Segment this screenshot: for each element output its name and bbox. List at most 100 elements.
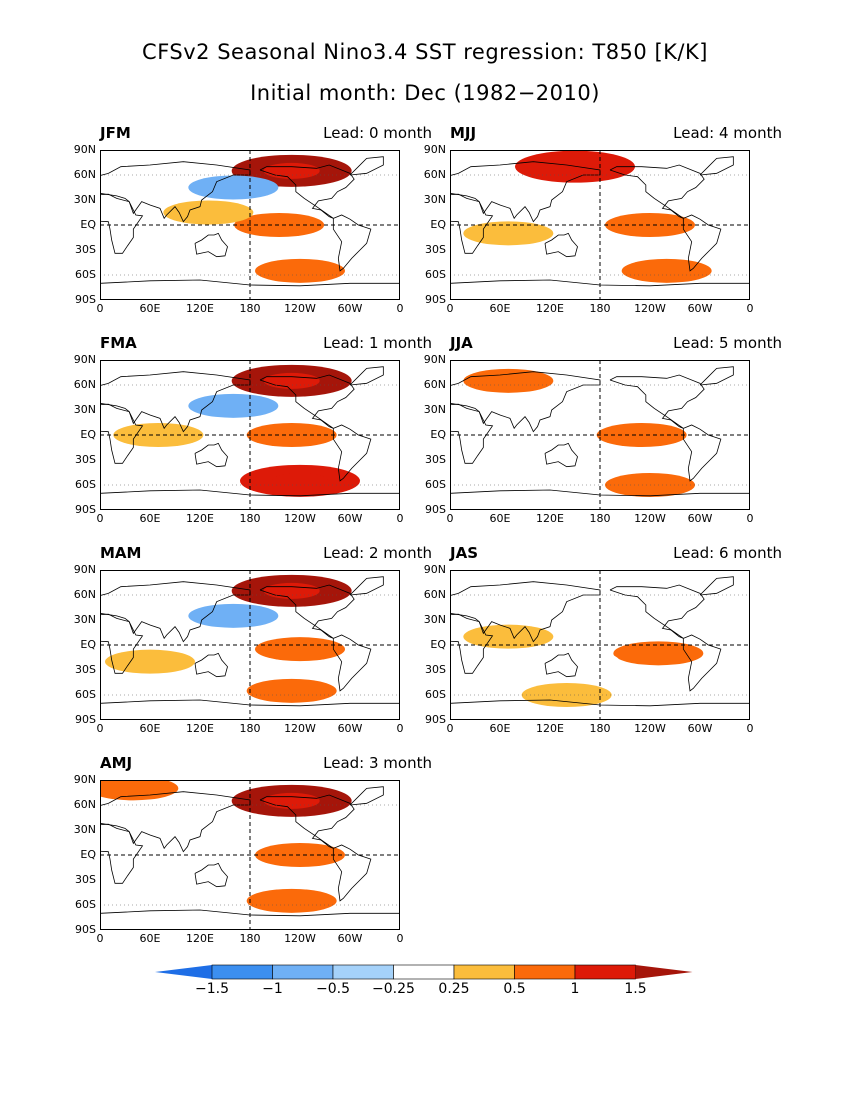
anomaly-region — [463, 368, 554, 393]
x-tick-label: 60W — [337, 512, 363, 525]
coastline — [194, 862, 228, 888]
colorbar-label: −0.25 — [372, 981, 415, 997]
coastline — [259, 374, 355, 429]
y-tick-label: 60S — [75, 898, 96, 911]
y-tick-label: 60S — [425, 478, 446, 491]
x-tick-label: 0 — [746, 722, 754, 735]
coastline — [100, 613, 144, 674]
x-tick-label: 60W — [337, 302, 363, 315]
y-tick-label: 90N — [423, 353, 446, 366]
panel-season-label: JAS — [450, 544, 478, 562]
anomaly-region — [188, 175, 279, 200]
x-tick-label: 60E — [139, 722, 161, 735]
x-tick-label: 60E — [139, 512, 161, 525]
x-tick-label: 0 — [96, 512, 104, 525]
anomaly-region — [180, 818, 270, 842]
x-tick-label: 120E — [186, 722, 214, 735]
colorbar-segment — [574, 964, 636, 980]
panel-lead-label: Lead: 2 month — [323, 544, 432, 562]
panel-lead-label: Lead: 4 month — [673, 124, 782, 142]
coastline — [332, 844, 372, 902]
x-tick-label: 60W — [337, 932, 363, 945]
map-plot — [100, 360, 400, 510]
x-tick-label: 0 — [396, 512, 404, 525]
x-tick-label: 0 — [446, 722, 454, 735]
map-panel-fma: FMA Lead: 1 month 90N 60N 30N EQ 30S 60S 90S 0 60E… — [74, 334, 432, 548]
panel-season-label: AMJ — [100, 754, 133, 772]
x-tick-label: 60W — [687, 302, 713, 315]
x-tick-label: 60E — [489, 512, 511, 525]
map-frame — [450, 360, 750, 510]
y-tick-label: 90N — [423, 563, 446, 576]
y-tick-label: EQ — [80, 218, 96, 231]
panel-season-label: MAM — [100, 544, 142, 562]
anomaly-region — [188, 393, 279, 418]
y-tick-label: 90S — [75, 713, 96, 726]
y-tick-label: 90S — [75, 923, 96, 936]
y-tick-label: 30N — [423, 403, 446, 416]
x-tick-label: 120W — [284, 722, 316, 735]
anomaly-region — [246, 678, 337, 703]
x-tick-label: 0 — [446, 512, 454, 525]
y-tick-label: 30S — [75, 663, 96, 676]
y-tick-label: EQ — [430, 218, 446, 231]
coastline — [699, 156, 734, 176]
y-tick-label: EQ — [80, 638, 96, 651]
anomaly-region — [255, 258, 345, 283]
y-tick-label: 90S — [75, 293, 96, 306]
panel-lead-label: Lead: 1 month — [323, 334, 432, 352]
figure-subtitle: Initial month: Dec (1982−2010) — [250, 81, 600, 105]
anomaly-region — [530, 649, 620, 674]
anomaly-region — [234, 213, 325, 237]
map-panel-mam: MAM Lead: 2 month 90N 60N 30N EQ 30S 60S 90S 0 60E… — [74, 544, 432, 758]
y-tick-label: 90N — [73, 773, 96, 786]
y-tick-label: 60S — [425, 688, 446, 701]
x-tick-label: 120W — [634, 512, 666, 525]
y-tick-label: 60N — [73, 798, 96, 811]
coastline — [450, 161, 601, 223]
coastline — [699, 366, 734, 386]
anomaly-region — [105, 649, 195, 674]
y-tick-label: 60N — [73, 588, 96, 601]
x-tick-label: 0 — [746, 512, 754, 525]
coastline — [194, 652, 228, 678]
coastline — [349, 156, 384, 176]
coastline — [450, 581, 601, 643]
anomaly-region — [163, 200, 254, 225]
y-tick-label: 30S — [75, 453, 96, 466]
map-panel-amj: AMJ Lead: 3 month 90N 60N 30N EQ 30S 60S 90S 0 60E… — [74, 754, 432, 968]
colorbar-label: 1.5 — [624, 981, 646, 997]
x-tick-label: 0 — [446, 302, 454, 315]
anomaly-region — [246, 888, 337, 913]
x-tick-label: 120W — [284, 512, 316, 525]
y-tick-label: 30S — [425, 663, 446, 676]
y-tick-label: 30S — [425, 453, 446, 466]
coastline — [682, 214, 722, 272]
x-tick-label: 180 — [239, 932, 261, 945]
coastline — [609, 374, 705, 429]
map-plot — [450, 570, 750, 720]
coastline — [100, 791, 251, 853]
map-frame — [100, 780, 400, 930]
coastline — [609, 584, 705, 639]
colorbar-arrow-high — [635, 965, 693, 979]
coastline — [349, 576, 384, 596]
y-tick-label: 60N — [73, 378, 96, 391]
anomaly-region — [100, 780, 179, 801]
coastline — [450, 613, 494, 674]
anomaly-core — [272, 472, 328, 489]
colorbar-segment — [453, 964, 515, 980]
panel-season-label: FMA — [100, 334, 137, 352]
x-tick-label: 180 — [589, 722, 611, 735]
y-tick-label: 60N — [423, 378, 446, 391]
map-plot — [100, 570, 400, 720]
coastline — [682, 634, 722, 692]
y-tick-label: 90N — [73, 353, 96, 366]
coastline — [682, 424, 722, 482]
colorbar-segment — [514, 964, 576, 980]
coastline — [100, 581, 251, 643]
y-tick-label: 60S — [75, 478, 96, 491]
map-frame — [450, 150, 750, 300]
map-frame — [100, 360, 400, 510]
coastline — [609, 164, 705, 219]
